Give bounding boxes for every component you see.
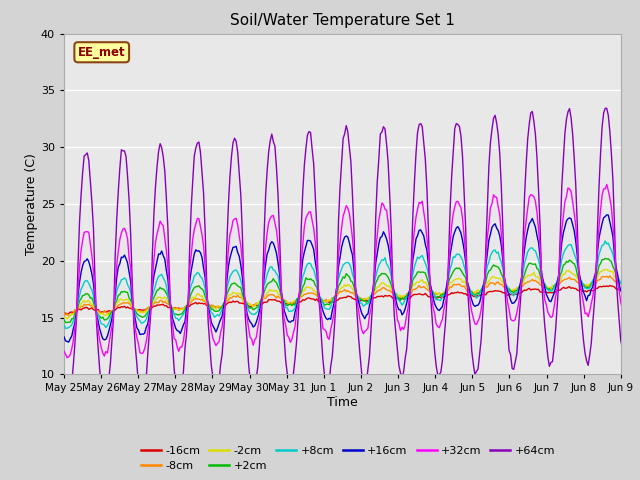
X-axis label: Time: Time <box>327 396 358 409</box>
Text: EE_met: EE_met <box>78 46 125 59</box>
Legend: -16cm, -8cm, -2cm, +2cm, +8cm, +16cm, +32cm, +64cm: -16cm, -8cm, -2cm, +2cm, +8cm, +16cm, +3… <box>136 441 560 476</box>
Title: Soil/Water Temperature Set 1: Soil/Water Temperature Set 1 <box>230 13 455 28</box>
Y-axis label: Temperature (C): Temperature (C) <box>25 153 38 255</box>
